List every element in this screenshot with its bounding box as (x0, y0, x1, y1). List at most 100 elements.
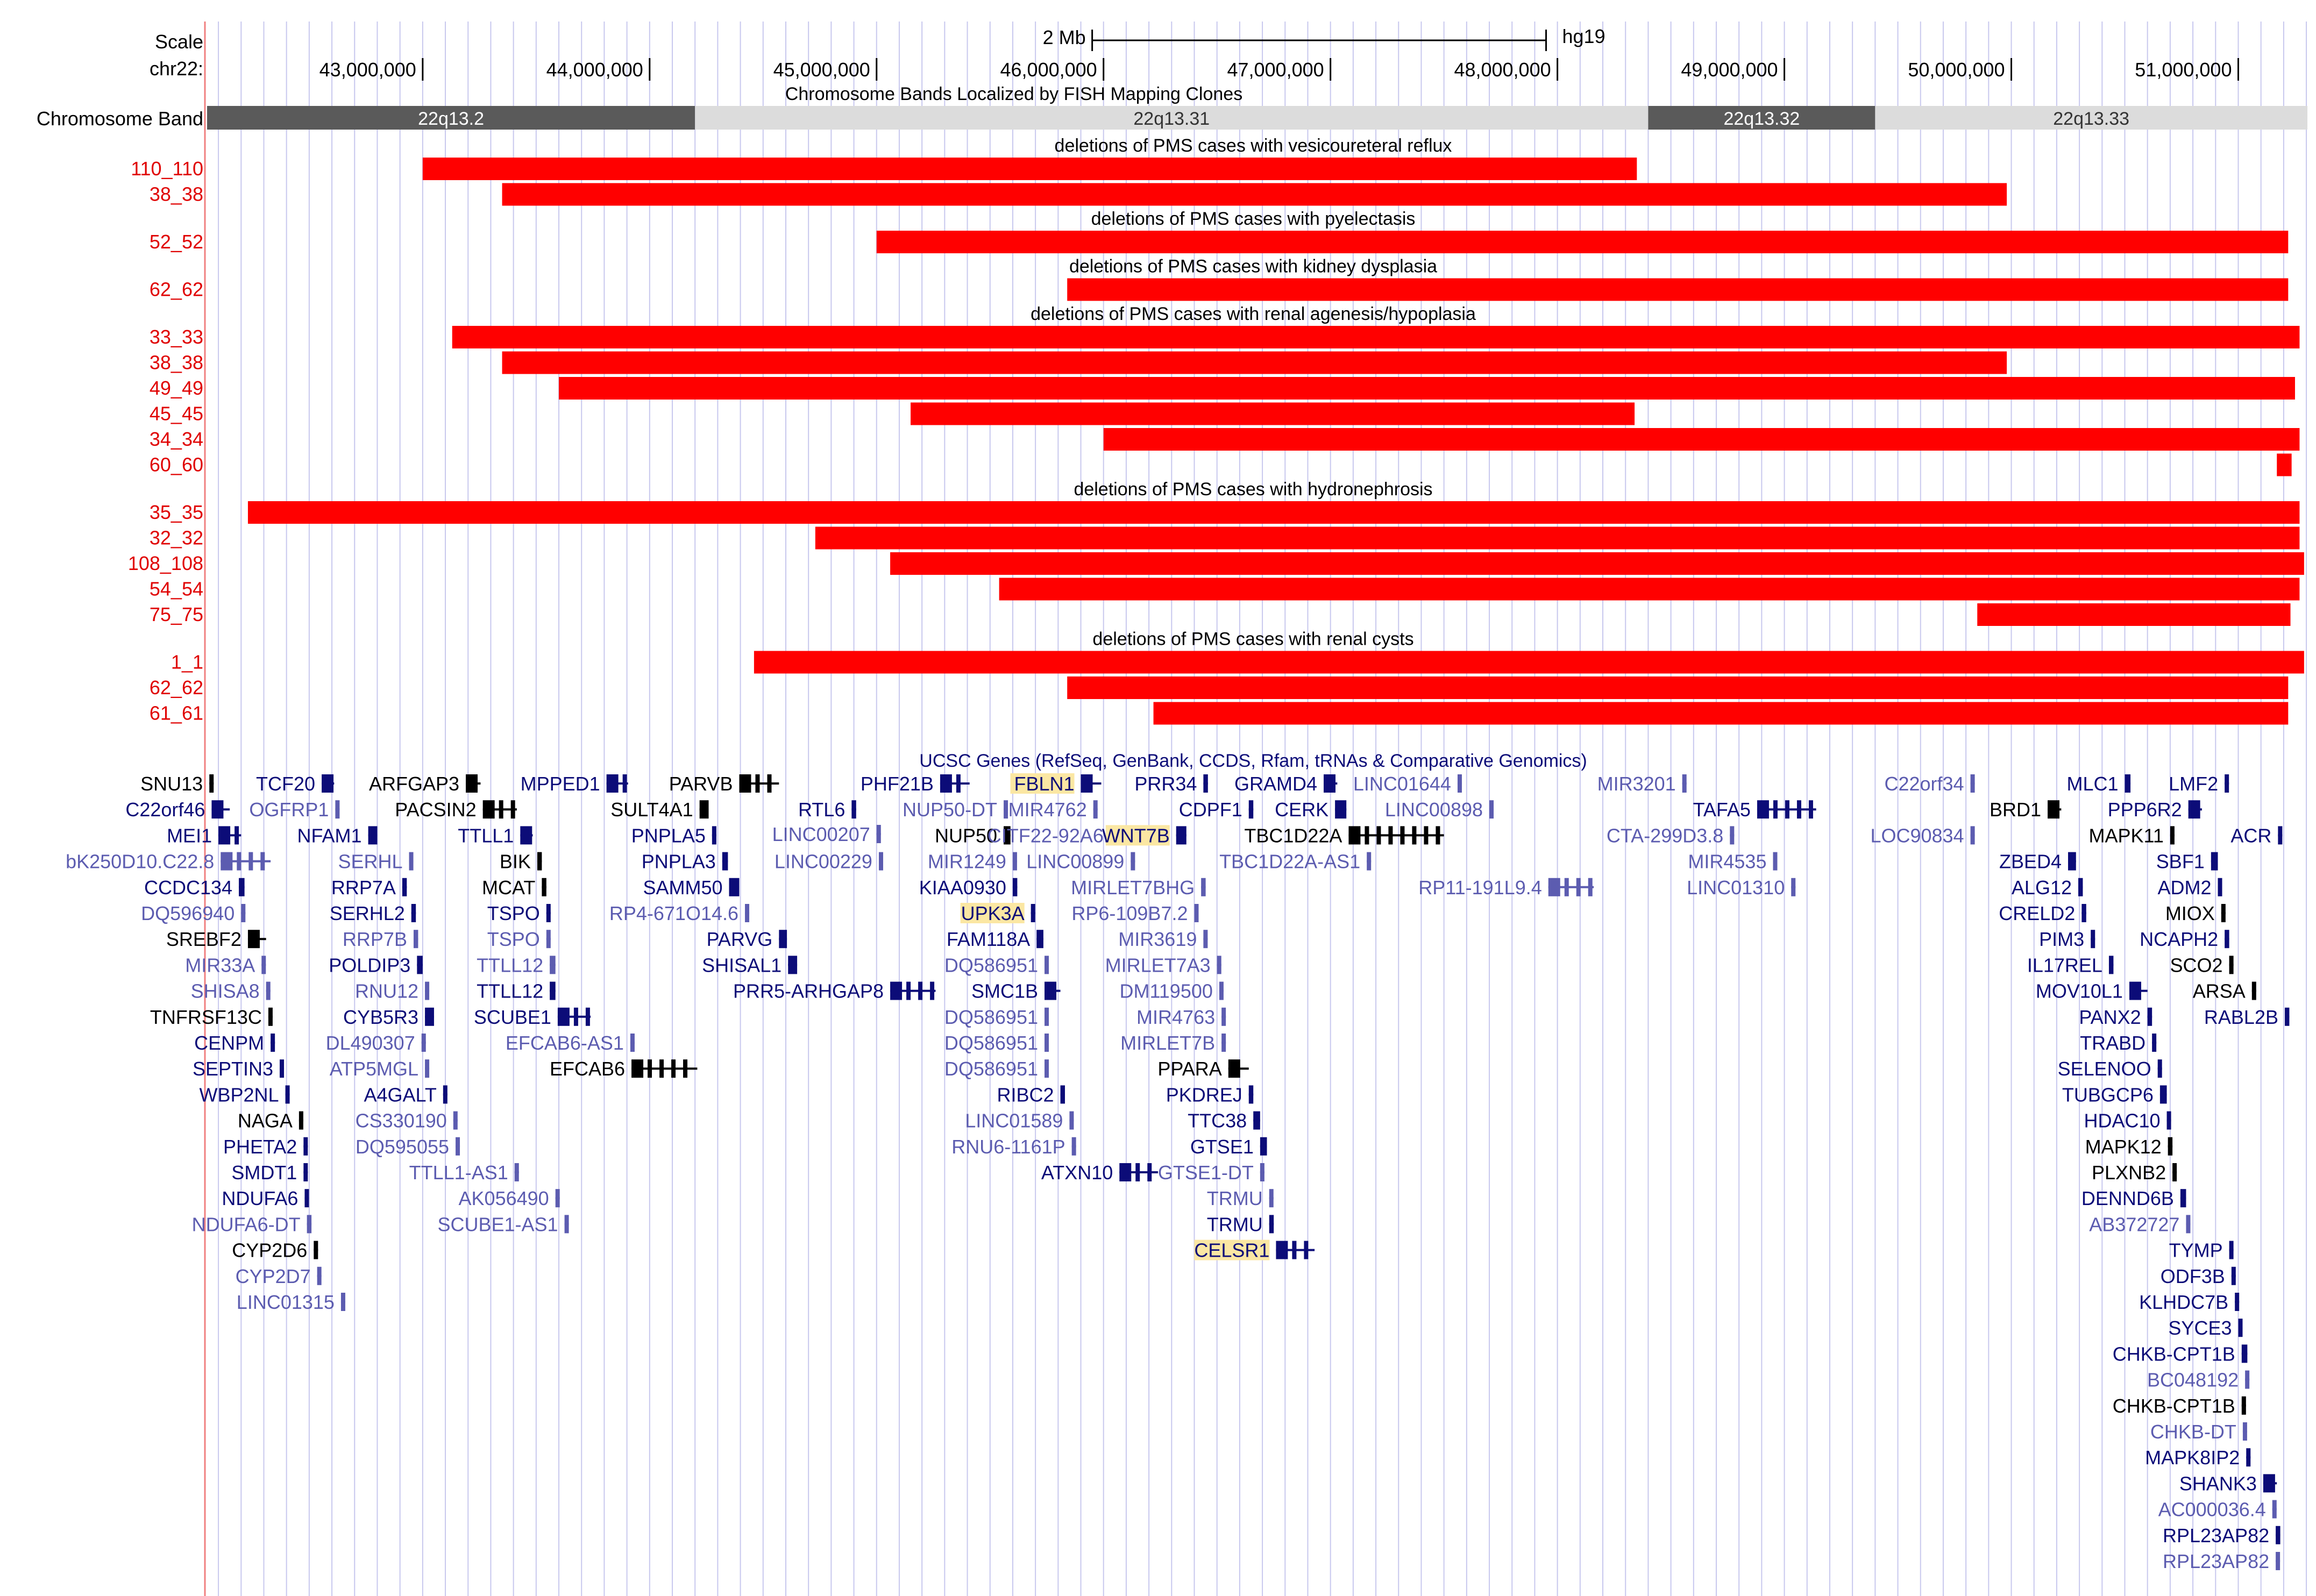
gene-label[interactable]: MIRLET7BHG (1071, 877, 1195, 899)
deletion-bar[interactable] (1153, 702, 2289, 725)
gene-label[interactable]: RPL23AP82 (2163, 1524, 2269, 1547)
gene-label[interactable]: KLHDC7B (2139, 1291, 2228, 1313)
gene-label[interactable]: TNFRSF13C (150, 1006, 262, 1028)
gene-label[interactable]: PARVB (669, 773, 733, 795)
chromosome-band-track[interactable]: Chromosome Bands Localized by FISH Mappi… (37, 84, 2307, 130)
gene-label[interactable]: RNU6-1161P (951, 1136, 1065, 1158)
gene-label[interactable]: MIR3619 (1118, 928, 1197, 950)
gene-label[interactable]: CHKB-CPT1B (2113, 1395, 2235, 1417)
gene-label[interactable]: MIR4763 (1136, 1006, 1215, 1028)
gene-label[interactable]: DQ586951 (944, 1058, 1038, 1080)
gene-label[interactable]: MEI1 (167, 824, 212, 846)
gene-label[interactable]: DQ586951 (944, 954, 1038, 976)
gene-label[interactable]: PKDREJ (1166, 1084, 1242, 1106)
gene-label[interactable]: RPL23AP82 (2163, 1550, 2269, 1572)
gene-label[interactable]: RRP7B (343, 928, 407, 950)
deletion-bar[interactable] (247, 501, 2300, 524)
deletion-case-label[interactable]: 108_108 (128, 552, 203, 574)
gene-label[interactable]: DENND6B (2081, 1187, 2174, 1209)
gene-label[interactable]: RABL2B (2204, 1006, 2278, 1028)
gene-label[interactable]: SREBF2 (166, 928, 241, 950)
gene-label[interactable]: LINC00899 (1026, 851, 1124, 873)
gene-label[interactable]: CRELD2 (1999, 902, 2075, 924)
gene-label[interactable]: TTLL12 (477, 954, 543, 976)
deletion-case-label[interactable]: 1_1 (171, 651, 203, 673)
gene-label[interactable]: LINC00898 (1385, 799, 1483, 821)
band-22q13.31[interactable] (695, 106, 1649, 130)
gene-label[interactable]: WBP2NL (200, 1084, 279, 1106)
ucsc-genes-track[interactable]: UCSC Genes (RefSeq, GenBank, CCDS, Rfam,… (66, 751, 2290, 1572)
gene-label[interactable]: RP4-671O14.6 (609, 902, 738, 924)
gene-label[interactable]: PRR34 (1134, 773, 1197, 795)
gene-label[interactable]: PLXNB2 (2092, 1162, 2166, 1184)
deletion-case-label[interactable]: 38_38 (150, 352, 203, 374)
band-22q13.32[interactable] (1648, 106, 1875, 130)
gene-label[interactable]: PHF21B (861, 773, 934, 795)
band-22q13.2[interactable] (207, 106, 695, 130)
gene-label[interactable]: FBLN1 (1014, 773, 1074, 795)
gene-label[interactable]: MLC1 (2066, 773, 2118, 795)
gene-label[interactable]: UPK3A (961, 902, 1025, 924)
gene-label[interactable]: TYMP (2169, 1239, 2223, 1262)
gene-label[interactable]: AK056490 (459, 1187, 549, 1209)
gene-label[interactable]: SULT4A1 (610, 799, 693, 821)
deletion-case-label[interactable]: 110_110 (131, 158, 203, 180)
gene-label[interactable]: PARVG (707, 928, 773, 950)
gene-label[interactable]: AB372727 (2089, 1213, 2179, 1235)
gene-label[interactable]: TBC1D22A (1244, 824, 1342, 846)
gene-label[interactable]: ADM2 (2157, 877, 2211, 899)
gene-label[interactable]: EFCAB6-AS1 (506, 1032, 624, 1054)
gene-label[interactable]: NAGA (238, 1110, 293, 1132)
gene-label[interactable]: TUBGCP6 (2062, 1084, 2154, 1106)
gene-label[interactable]: CITF22-92A6.2 (988, 824, 1120, 846)
gene-label[interactable]: MOV10L1 (2036, 980, 2123, 1002)
gene-label[interactable]: CTA-299D3.8 (1607, 824, 1723, 846)
gene-label[interactable]: BC048192 (2147, 1369, 2239, 1391)
gene-label[interactable]: DQ586951 (944, 1032, 1038, 1054)
deletion-bar[interactable] (1977, 603, 2291, 626)
gene-label[interactable]: SCUBE1 (474, 1006, 551, 1028)
gene-label[interactable]: KIAA0930 (919, 877, 1006, 899)
gene-label[interactable]: CHKB-CPT1B (2113, 1343, 2235, 1365)
gene-label[interactable]: GTSE1-DT (1158, 1162, 1254, 1184)
deletion-bar[interactable] (502, 183, 2007, 206)
gene-label[interactable]: ALG12 (2012, 877, 2072, 899)
gene-label[interactable]: DM119500 (1119, 980, 1212, 1002)
deletion-bar[interactable] (754, 651, 2304, 674)
deletion-bar[interactable] (2277, 453, 2292, 476)
gene-label[interactable]: TTLL12 (477, 980, 543, 1002)
gene-label[interactable]: PANX2 (2079, 1006, 2141, 1028)
deletion-case-label[interactable]: 32_32 (150, 527, 203, 549)
deletion-case-label[interactable]: 61_61 (150, 702, 203, 724)
gene-label[interactable]: MIR4535 (1688, 851, 1766, 873)
gene-label[interactable]: TTLL1 (458, 824, 514, 846)
gene-label[interactable]: PNPLA5 (631, 824, 706, 846)
gene-label[interactable]: SAMM50 (643, 877, 722, 899)
gene-label[interactable]: IL17REL (2027, 954, 2102, 976)
gene-label[interactable]: PIM3 (2039, 928, 2084, 950)
gene-label[interactable]: MIR3201 (1597, 773, 1676, 795)
gene-label[interactable]: NFAM1 (297, 824, 362, 846)
gene-label[interactable]: CS330190 (356, 1110, 447, 1132)
gene-label[interactable]: PRR5-ARHGAP8 (733, 980, 884, 1002)
deletion-case-label[interactable]: 45_45 (150, 403, 203, 425)
gene-label[interactable]: AC000036.4 (2158, 1499, 2266, 1521)
gene-label[interactable]: SMDT1 (231, 1162, 297, 1184)
gene-label[interactable]: ARFGAP3 (369, 773, 459, 795)
gene-label[interactable]: CDPF1 (1179, 799, 1242, 821)
gene-label[interactable]: DL490307 (326, 1032, 415, 1054)
gene-label[interactable]: ZBED4 (1999, 851, 2062, 873)
gene-label[interactable]: ATXN10 (1041, 1162, 1113, 1184)
gene-label[interactable]: LINC01644 (1353, 773, 1451, 795)
gene-label[interactable]: TAFA5 (1693, 799, 1751, 821)
gene-label[interactable]: LINC00229 (775, 851, 872, 873)
gene-label[interactable]: HDAC10 (2084, 1110, 2161, 1132)
gene-label[interactable]: CELSR1 (1194, 1239, 1269, 1262)
deletion-tracks[interactable]: deletions of PMS cases with vesicoureter… (128, 136, 2304, 725)
gene-label[interactable]: RP6-109B7.2 (1071, 902, 1188, 924)
gene-label[interactable]: TSPO (487, 928, 540, 950)
gene-label[interactable]: CCDC134 (144, 877, 232, 899)
gene-label[interactable]: MIR4762 (1008, 799, 1087, 821)
gene-label[interactable]: SCUBE1-AS1 (437, 1213, 558, 1235)
gene-label[interactable]: MAPK12 (2085, 1136, 2162, 1158)
